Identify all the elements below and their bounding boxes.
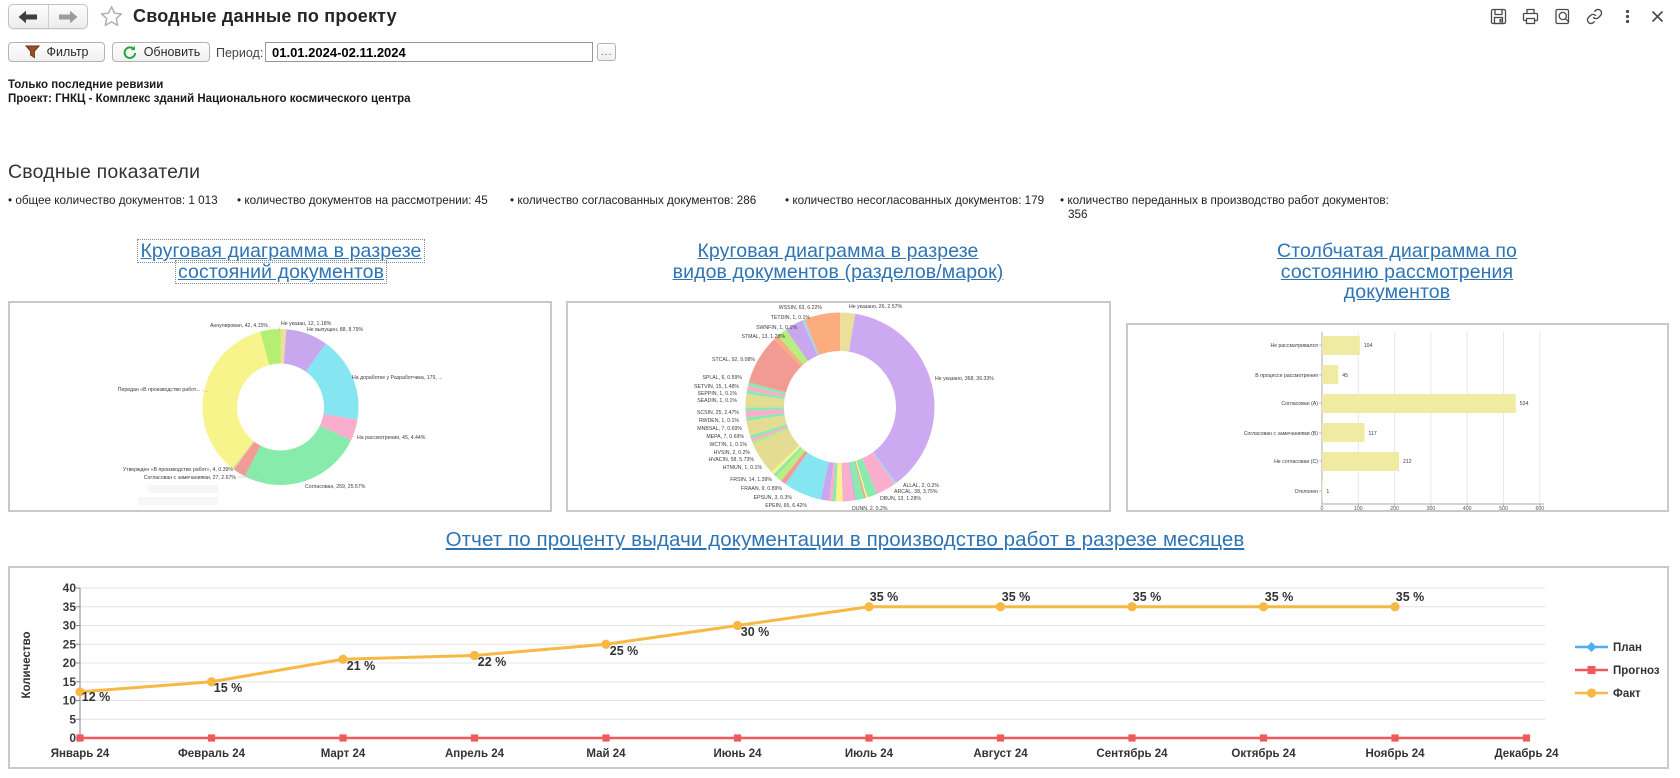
svg-text:0: 0 bbox=[69, 731, 76, 745]
svg-text:Октябрь 24: Октябрь 24 bbox=[1231, 748, 1296, 760]
svg-text:45: 45 bbox=[1342, 373, 1348, 379]
svg-text:Не согласован (С): Не согласован (С) bbox=[1274, 459, 1318, 465]
svg-text:25: 25 bbox=[63, 637, 77, 651]
svg-text:SETVIN, 15, 1.48%: SETVIN, 15, 1.48% bbox=[694, 384, 739, 390]
svg-text:0: 0 bbox=[1321, 506, 1324, 510]
svg-text:Ноябрь 24: Ноябрь 24 bbox=[1365, 748, 1425, 760]
svg-text:STCAL, 92, 9.08%: STCAL, 92, 9.08% bbox=[712, 357, 755, 363]
svg-text:SWNFIN, 1, 0.1%: SWNFIN, 1, 0.1% bbox=[756, 325, 797, 331]
svg-text:35 %: 35 % bbox=[870, 590, 899, 604]
svg-text:35 %: 35 % bbox=[1133, 590, 1162, 604]
svg-text:Март 24: Март 24 bbox=[321, 748, 366, 760]
svg-text:500: 500 bbox=[1499, 506, 1508, 510]
svg-text:400: 400 bbox=[1463, 506, 1472, 510]
svg-text:SEADIN, 1, 0.1%: SEADIN, 1, 0.1% bbox=[697, 398, 737, 404]
svg-text:200: 200 bbox=[1390, 506, 1399, 510]
svg-text:Февраль 24: Февраль 24 bbox=[178, 748, 246, 760]
svg-text:Сентябрь 24: Сентябрь 24 bbox=[1096, 748, 1168, 760]
svg-text:20: 20 bbox=[63, 656, 77, 670]
svg-text:5: 5 bbox=[69, 712, 76, 726]
svg-text:21 %: 21 % bbox=[347, 659, 376, 673]
svg-text:Январь 24: Январь 24 bbox=[51, 748, 110, 760]
svg-text:ARCAL, 38, 3.75%: ARCAL, 38, 3.75% bbox=[894, 489, 938, 495]
svg-text:Не выпущен, 88, 8.79%: Не выпущен, 88, 8.79% bbox=[307, 327, 364, 333]
svg-text:FRSIN, 14, 1.39%: FRSIN, 14, 1.39% bbox=[730, 477, 772, 483]
svg-text:Не рассматривался: Не рассматривался bbox=[1270, 343, 1318, 349]
svg-text:Количество: Количество bbox=[21, 631, 33, 698]
svg-text:Август 24: Август 24 bbox=[973, 748, 1028, 760]
svg-text:EPSUN, 3, 0.3%: EPSUN, 3, 0.3% bbox=[754, 495, 793, 501]
svg-text:Факт: Факт bbox=[1613, 688, 1641, 700]
svg-text:RWDEN, 1, 0.1%: RWDEN, 1, 0.1% bbox=[699, 418, 739, 424]
svg-text:30 %: 30 % bbox=[741, 625, 770, 639]
svg-text:Аннулирован, 42, 4.15%: Аннулирован, 42, 4.15% bbox=[210, 323, 268, 329]
svg-text:Согласован с замечаниями (В): Согласован с замечаниями (В) bbox=[1244, 431, 1319, 437]
svg-text:HVSIN, 2, 0.2%: HVSIN, 2, 0.2% bbox=[714, 450, 751, 456]
svg-text:HTMUN, 1, 0.1%: HTMUN, 1, 0.1% bbox=[723, 465, 763, 471]
svg-text:MNBSAL, 7, 0.69%: MNBSAL, 7, 0.69% bbox=[697, 426, 742, 432]
svg-text:DUNN, 2, 0.2%: DUNN, 2, 0.2% bbox=[852, 506, 888, 510]
svg-text:Согласован (А): Согласован (А) bbox=[1281, 401, 1318, 407]
svg-text:Передан «В производство работ.: Передан «В производство работ... bbox=[118, 387, 200, 393]
svg-text:25 %: 25 % bbox=[610, 644, 639, 658]
svg-text:Июнь 24: Июнь 24 bbox=[713, 748, 762, 760]
svg-text:План: План bbox=[1613, 642, 1642, 654]
svg-text:WCTIN, 1, 0.1%: WCTIN, 1, 0.1% bbox=[710, 442, 748, 448]
svg-text:1: 1 bbox=[1326, 489, 1329, 495]
svg-text:35 %: 35 % bbox=[1396, 590, 1425, 604]
svg-text:FRAAN, 9, 0.89%: FRAAN, 9, 0.89% bbox=[741, 486, 782, 492]
svg-text:На рассмотрении, 45, 4.44%: На рассмотрении, 45, 4.44% bbox=[357, 435, 426, 441]
svg-text:104: 104 bbox=[1364, 343, 1373, 349]
svg-text:40: 40 bbox=[63, 581, 77, 595]
svg-text:300: 300 bbox=[1427, 506, 1436, 510]
svg-text:12 %: 12 % bbox=[82, 690, 111, 704]
svg-text:SCSIN, 25, 2.47%: SCSIN, 25, 2.47% bbox=[697, 410, 739, 416]
svg-text:SEPPIN, 1, 0.1%: SEPPIN, 1, 0.1% bbox=[697, 391, 737, 397]
svg-text:MEPA, 7, 0.69%: MEPA, 7, 0.69% bbox=[706, 434, 744, 440]
svg-text:35 %: 35 % bbox=[1002, 590, 1031, 604]
svg-text:Апрель 24: Апрель 24 bbox=[445, 748, 505, 760]
svg-text:TETDIN, 1, 0.1%: TETDIN, 1, 0.1% bbox=[771, 315, 811, 321]
svg-text:35: 35 bbox=[63, 600, 77, 614]
svg-text:Июль 24: Июль 24 bbox=[845, 748, 894, 760]
svg-text:15 %: 15 % bbox=[214, 681, 243, 695]
svg-text:Согласован с замечаниями, 27,: Согласован с замечаниями, 27, 2.67% bbox=[144, 475, 237, 481]
svg-text:Отклонен: Отклонен bbox=[1295, 489, 1318, 495]
svg-text:10: 10 bbox=[63, 694, 77, 708]
svg-text:212: 212 bbox=[1403, 459, 1412, 465]
svg-text:100: 100 bbox=[1354, 506, 1363, 510]
svg-text:534: 534 bbox=[1520, 401, 1529, 407]
svg-text:STMAL, 13, 1.28%: STMAL, 13, 1.28% bbox=[741, 334, 785, 340]
svg-text:ALLAL, 2, 0.2%: ALLAL, 2, 0.2% bbox=[903, 483, 939, 489]
svg-text:В процессе рассмотрения: В процессе рассмотрения bbox=[1255, 373, 1318, 379]
svg-text:EPEIN, 65, 6.42%: EPEIN, 65, 6.42% bbox=[765, 503, 807, 509]
svg-text:Декабрь 24: Декабрь 24 bbox=[1494, 748, 1559, 760]
svg-text:На доработке у Разработчика, 1: На доработке у Разработчика, 179, ... bbox=[352, 375, 443, 381]
svg-text:SPLAL, 6, 0.59%: SPLAL, 6, 0.59% bbox=[702, 375, 742, 381]
svg-text:30: 30 bbox=[63, 619, 77, 633]
svg-text:Прогноз: Прогноз bbox=[1613, 665, 1660, 677]
svg-text:Май 24: Май 24 bbox=[586, 748, 626, 760]
svg-text:WSSIN, 63, 6.22%: WSSIN, 63, 6.22% bbox=[779, 305, 823, 311]
svg-text:DBUN, 13, 1.28%: DBUN, 13, 1.28% bbox=[880, 496, 921, 502]
svg-text:117: 117 bbox=[1369, 431, 1377, 437]
svg-text:Согласован, 259, 25.57%: Согласован, 259, 25.57% bbox=[305, 484, 366, 490]
svg-text:Утвержден «В производство рабо: Утвержден «В производство работ», 4, 0.3… bbox=[123, 467, 233, 473]
svg-text:22 %: 22 % bbox=[478, 655, 507, 669]
svg-text:15: 15 bbox=[63, 675, 77, 689]
svg-text:Не указан, 12, 1.18%: Не указан, 12, 1.18% bbox=[281, 321, 332, 327]
svg-text:Не указано, 26, 2.57%: Не указано, 26, 2.57% bbox=[849, 304, 903, 310]
svg-text:Не указано, 368, 36.33%: Не указано, 368, 36.33% bbox=[935, 376, 994, 382]
svg-text:35 %: 35 % bbox=[1265, 590, 1294, 604]
svg-text:600: 600 bbox=[1535, 506, 1544, 510]
svg-text:HVACIN, 58, 5.73%: HVACIN, 58, 5.73% bbox=[709, 457, 755, 463]
